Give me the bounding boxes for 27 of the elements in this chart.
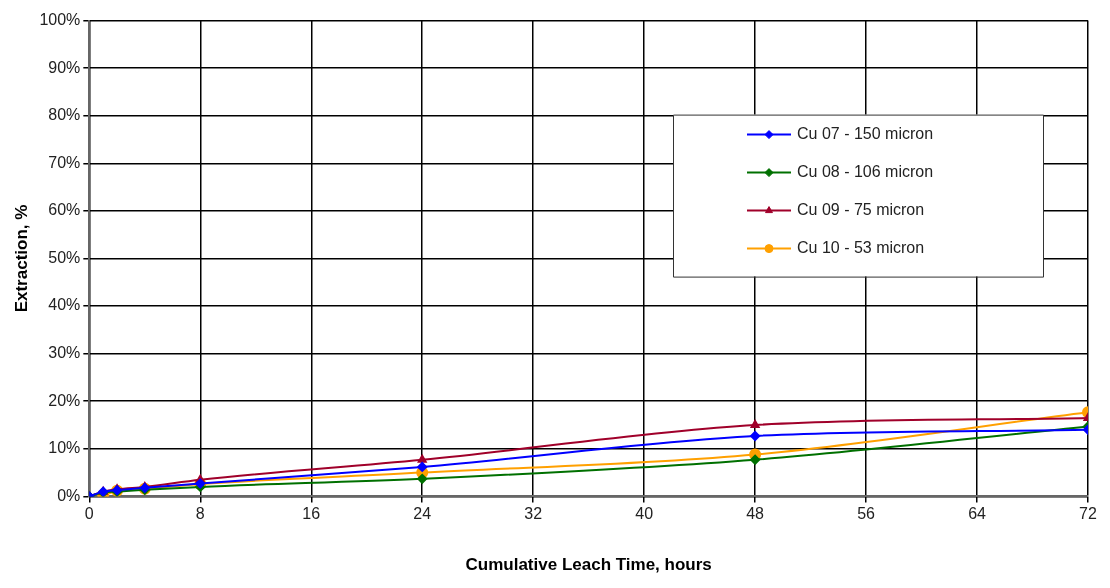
y-tick-label: 90% — [48, 58, 81, 76]
x-tick-label: 40 — [635, 505, 654, 523]
x-tick-label: 48 — [746, 505, 765, 523]
x-tick-label: 32 — [524, 505, 543, 523]
x-axis-title: Cumulative Leach Time, hours — [465, 555, 712, 575]
y-tick-label: 0% — [57, 486, 81, 504]
x-tick-label: 24 — [413, 505, 432, 523]
y-tick-label: 40% — [48, 296, 81, 314]
y-tick-label: 30% — [48, 344, 81, 362]
legend-label: Cu 10 - 53 micron — [797, 239, 925, 257]
x-tick-label: 72 — [1079, 505, 1097, 523]
legend-label: Cu 08 - 106 micron — [797, 163, 934, 181]
y-tick-label: 20% — [48, 391, 81, 409]
y-tick-label: 60% — [48, 201, 81, 219]
x-tick-label: 0 — [84, 505, 94, 523]
y-tick-label: 80% — [48, 106, 81, 124]
y-tick-label: 70% — [48, 153, 81, 171]
y-axis-title: Extraction, % — [11, 204, 31, 313]
legend-label: Cu 07 - 150 micron — [797, 125, 934, 143]
x-tick-label: 16 — [302, 505, 321, 523]
x-tick-label: 56 — [857, 505, 876, 523]
x-tick-label: 8 — [195, 505, 205, 523]
y-tick-label: 100% — [39, 11, 81, 29]
x-tick-label: 64 — [968, 505, 987, 523]
legend-label: Cu 09 - 75 micron — [797, 201, 925, 219]
y-tick-label: 50% — [48, 248, 81, 266]
y-tick-label: 10% — [48, 439, 81, 457]
